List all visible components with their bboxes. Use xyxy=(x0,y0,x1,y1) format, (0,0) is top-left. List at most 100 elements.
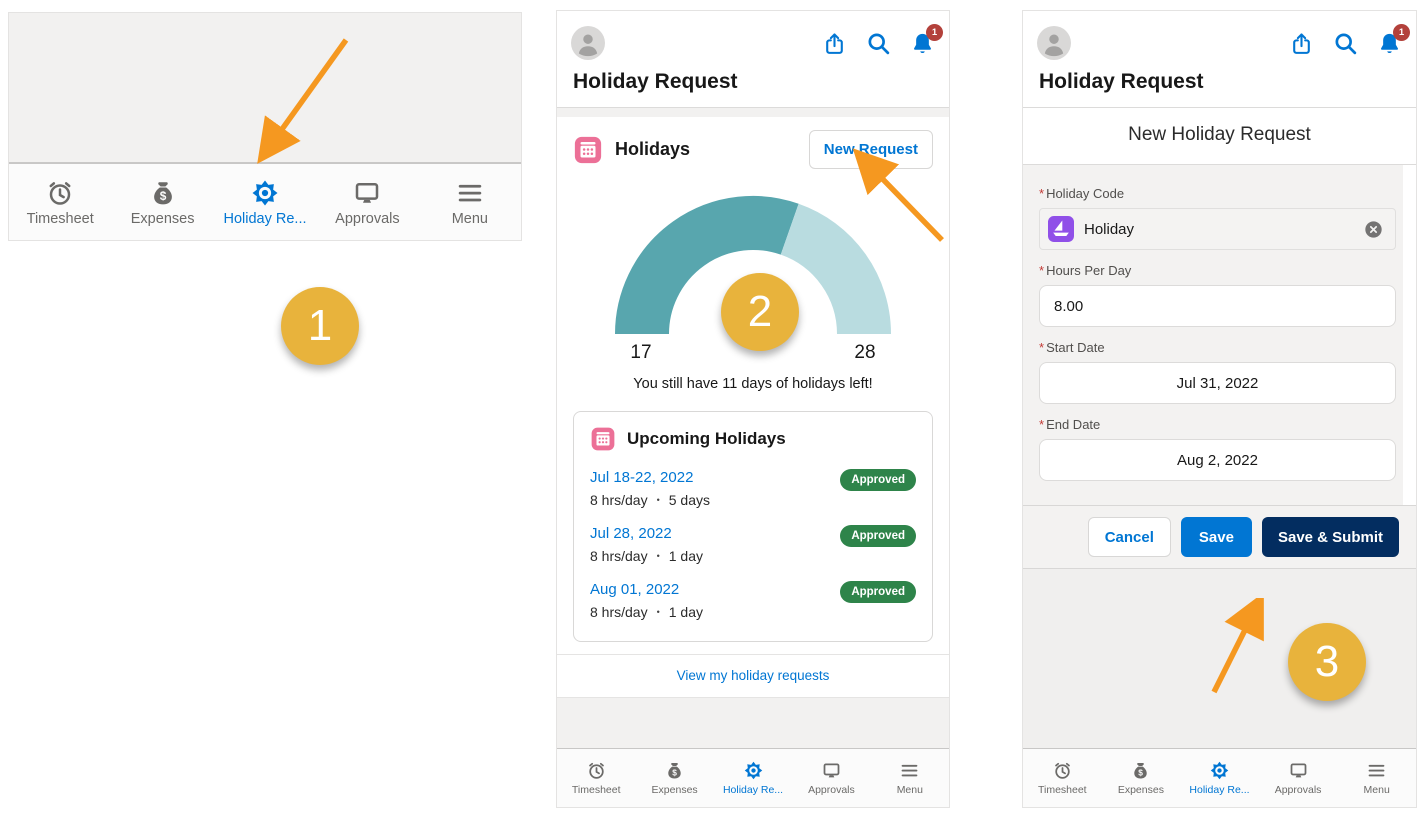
hamburger-icon xyxy=(455,178,485,208)
app-header: 1 Holiday Request xyxy=(1023,11,1416,108)
upcoming-holidays-title: Upcoming Holidays xyxy=(627,429,786,448)
tab-holiday-request[interactable]: Holiday Re... xyxy=(714,760,792,796)
sun-gear-icon xyxy=(250,178,280,208)
step-1-marker: 1 xyxy=(281,287,359,365)
notification-badge: 1 xyxy=(1393,23,1410,41)
tab-label: Holiday Re... xyxy=(1189,784,1250,796)
calendar-icon xyxy=(590,426,616,452)
app-header: 1 Holiday Request xyxy=(557,11,949,108)
field-label: * Hours Per Day xyxy=(1039,263,1132,278)
tab-menu[interactable]: Menu xyxy=(871,760,949,796)
holiday-entry-meta: 8 hrs/day • 5 days xyxy=(590,492,840,508)
hours-per-day-input[interactable]: 8.00 xyxy=(1039,285,1396,327)
tab-label: Timesheet xyxy=(26,210,94,227)
page-background xyxy=(1023,569,1416,748)
avatar[interactable] xyxy=(1037,26,1071,60)
end-date-input[interactable]: Aug 2, 2022 xyxy=(1039,439,1396,481)
tab-timesheet[interactable]: Timesheet xyxy=(557,760,635,796)
page-background xyxy=(557,698,949,748)
tab-approvals[interactable]: Approvals xyxy=(792,760,870,796)
alarm-clock-icon xyxy=(45,178,75,208)
new-holiday-request-form: * Holiday Code Holiday * Hours Per Day 8.0… xyxy=(1023,165,1416,505)
holiday-code-value: Holiday xyxy=(1084,220,1135,238)
field-label: * End Date xyxy=(1039,417,1101,432)
start-date-input[interactable]: Jul 31, 2022 xyxy=(1039,362,1396,404)
hamburger-icon xyxy=(899,760,920,781)
status-badge: Approved xyxy=(840,469,916,491)
tab-label: Holiday Re... xyxy=(223,210,307,227)
card-footer: View my holiday requests xyxy=(557,654,949,698)
tab-approvals[interactable]: Approvals xyxy=(316,178,418,227)
tab-timesheet[interactable]: Timesheet xyxy=(9,178,111,227)
holiday-duration: 1 day xyxy=(668,604,703,620)
search-icon[interactable] xyxy=(1333,31,1358,56)
gauge-remaining-arc xyxy=(779,203,891,335)
cancel-button[interactable]: Cancel xyxy=(1087,517,1171,557)
tab-label: Timesheet xyxy=(1037,784,1087,796)
tab-label: Expenses xyxy=(1117,784,1164,796)
avatar[interactable] xyxy=(571,26,605,60)
holiday-duration: 1 day xyxy=(668,548,703,564)
share-icon[interactable] xyxy=(822,31,847,56)
holiday-duration: 5 days xyxy=(668,492,710,508)
notifications-button[interactable]: 1 xyxy=(910,23,943,56)
holiday-date-link[interactable]: Jul 18-22, 2022 xyxy=(590,469,694,486)
tab-label: Approvals xyxy=(335,210,400,227)
field-label: * Start Date xyxy=(1039,340,1105,355)
tab-label: Menu xyxy=(1363,784,1390,796)
form-title: New Holiday Request xyxy=(1023,108,1416,165)
tab-label: Expenses xyxy=(651,784,698,796)
tab-label: Menu xyxy=(896,784,923,796)
notifications-button[interactable]: 1 xyxy=(1377,23,1410,56)
remove-icon[interactable] xyxy=(1364,220,1383,239)
tab-timesheet[interactable]: Timesheet xyxy=(1023,760,1102,796)
holidays-card: Holidays New Request 17 28 You still hav… xyxy=(557,117,949,698)
gauge-max-label: 28 xyxy=(854,342,876,363)
tab-holiday-request[interactable]: Holiday Re... xyxy=(214,178,316,227)
bottom-tab-bar: Timesheet Expenses Holiday Re... Approva… xyxy=(9,163,521,240)
required-asterisk: * xyxy=(1039,417,1045,432)
holiday-entry: Jul 28, 2022 8 hrs/day • 1 day Approved xyxy=(590,525,916,564)
money-bag-icon xyxy=(148,178,178,208)
required-asterisk: * xyxy=(1039,340,1045,355)
save-and-submit-button[interactable]: Save & Submit xyxy=(1261,517,1399,557)
holiday-date-link[interactable]: Aug 01, 2022 xyxy=(590,581,680,598)
tab-label: Timesheet xyxy=(571,784,621,796)
screen-1-content-area xyxy=(9,13,521,163)
search-icon[interactable] xyxy=(866,31,891,56)
tab-label: Menu xyxy=(451,210,488,227)
divider xyxy=(557,108,949,117)
tab-expenses[interactable]: Expenses xyxy=(1102,760,1181,796)
holiday-rate: 8 hrs/day xyxy=(590,604,648,620)
tab-label: Holiday Re... xyxy=(722,784,784,796)
tab-expenses[interactable]: Expenses xyxy=(111,178,213,227)
view-holiday-requests-link[interactable]: View my holiday requests xyxy=(676,668,830,683)
new-request-button[interactable]: New Request xyxy=(808,130,933,169)
required-asterisk: * xyxy=(1039,186,1045,201)
holiday-date-link[interactable]: Jul 28, 2022 xyxy=(590,525,672,542)
money-bag-icon xyxy=(1130,760,1151,781)
page-title: Holiday Request xyxy=(573,70,738,93)
monitor-icon xyxy=(1288,760,1309,781)
holiday-entry: Aug 01, 2022 8 hrs/day • 1 day Approved xyxy=(590,581,916,620)
money-bag-icon xyxy=(664,760,685,781)
calendar-icon xyxy=(573,135,603,165)
share-icon[interactable] xyxy=(1289,31,1314,56)
tab-label: Approvals xyxy=(808,784,855,796)
tab-label: Expenses xyxy=(130,210,195,227)
status-badge: Approved xyxy=(840,581,916,603)
tab-holiday-request[interactable]: Holiday Re... xyxy=(1180,760,1259,796)
tab-menu[interactable]: Menu xyxy=(419,178,521,227)
holiday-code-field[interactable]: Holiday xyxy=(1039,208,1396,250)
tab-label: Approvals xyxy=(1274,784,1322,796)
holiday-entry-meta: 8 hrs/day • 1 day xyxy=(590,604,840,620)
tab-approvals[interactable]: Approvals xyxy=(1259,760,1338,796)
form-actions: Cancel Save Save & Submit xyxy=(1023,505,1416,569)
tab-expenses[interactable]: Expenses xyxy=(635,760,713,796)
screen-3-new-holiday-request: 1 Holiday Request New Holiday Request * H… xyxy=(1022,10,1417,808)
tab-menu[interactable]: Menu xyxy=(1337,760,1416,796)
holiday-entry-meta: 8 hrs/day • 1 day xyxy=(590,548,840,564)
gauge-chart xyxy=(615,196,891,335)
save-button[interactable]: Save xyxy=(1180,517,1252,557)
dot-separator: • xyxy=(656,551,660,561)
